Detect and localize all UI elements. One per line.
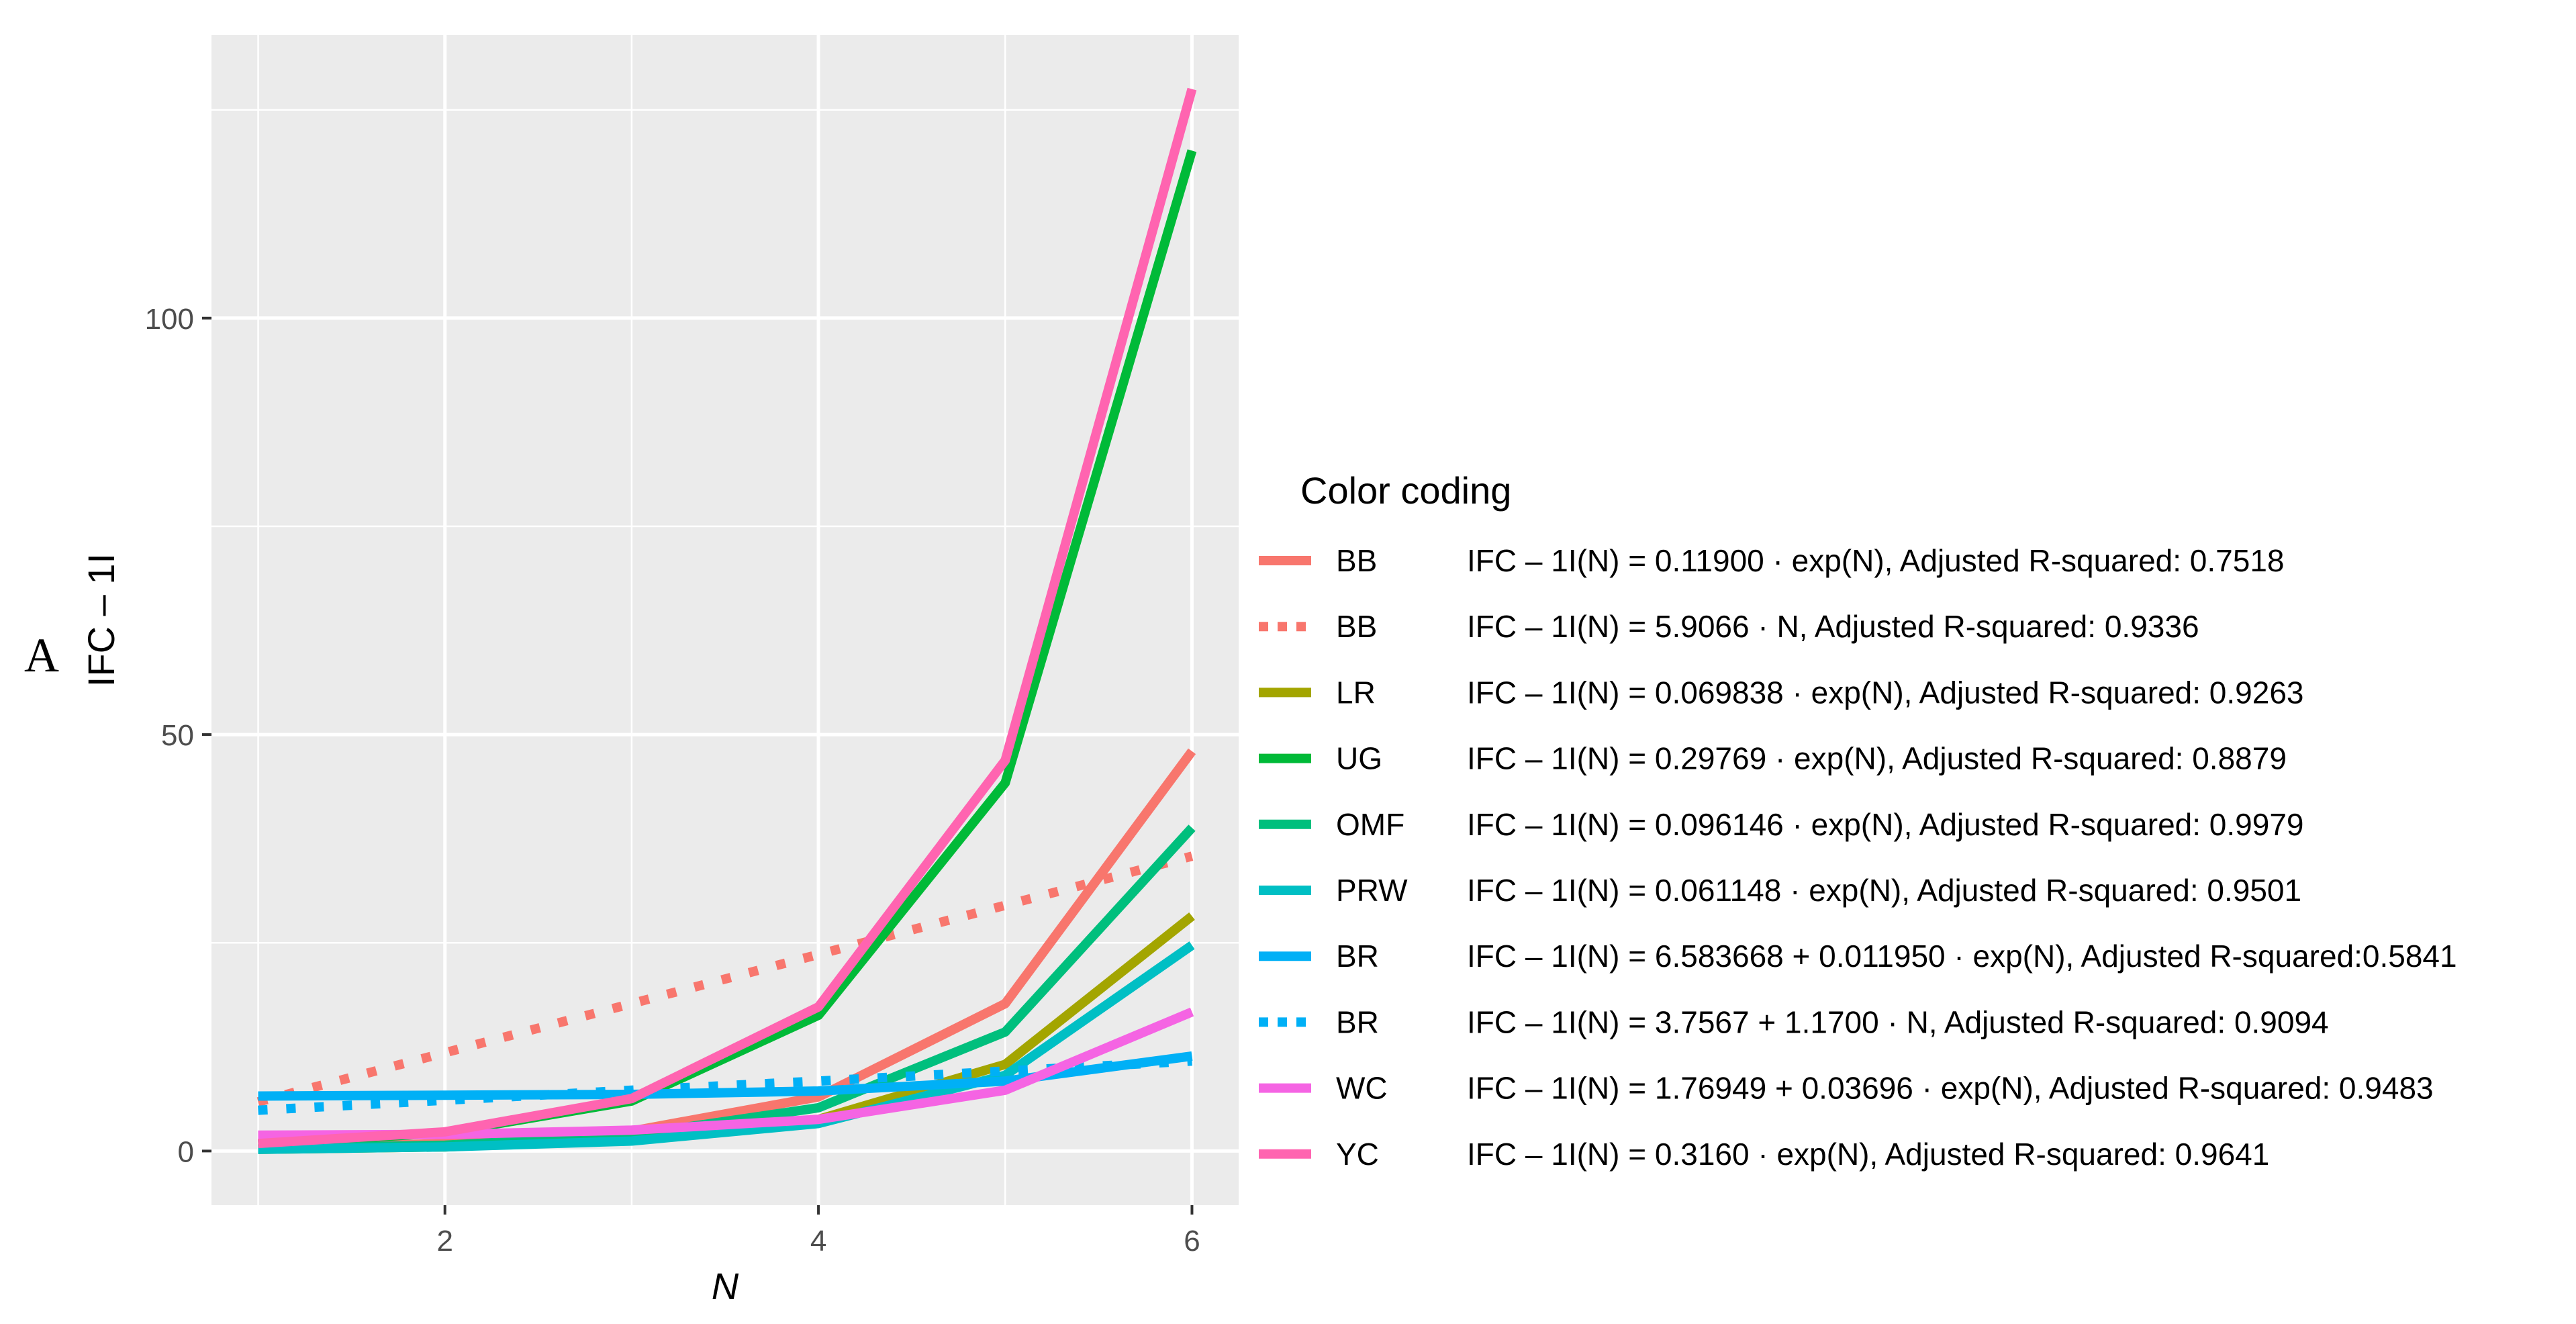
axes: 2 4 6 0 50 100 xyxy=(145,303,1200,1258)
grid-lines xyxy=(211,35,1239,1205)
y-tick-label: 50 xyxy=(161,719,194,752)
legend-equation: IFC – 1I(N) = 3.7567 + 1.1700 · N, Adjus… xyxy=(1467,1004,2329,1039)
legend-label: UG xyxy=(1336,741,1382,776)
legend-label: BR xyxy=(1336,1004,1379,1039)
legend-equation: IFC – 1I(N) = 0.29769 · exp(N), Adjusted… xyxy=(1467,741,2287,776)
y-tick-label: 100 xyxy=(145,303,194,336)
legend-equation: IFC – 1I(N) = 0.061148 · exp(N), Adjuste… xyxy=(1467,873,2301,908)
legend-equation: IFC – 1I(N) = 0.3160 · exp(N), Adjusted … xyxy=(1467,1137,2269,1172)
legend-label: BR xyxy=(1336,939,1379,974)
legend-equation: IFC – 1I(N) = 0.096146 · exp(N), Adjuste… xyxy=(1467,807,2304,842)
legend-label: WC xyxy=(1336,1071,1388,1106)
x-tick-label: 2 xyxy=(436,1225,452,1258)
x-tick-label: 6 xyxy=(1184,1225,1200,1258)
y-axis-title: IFC – 1I xyxy=(80,553,122,687)
series-line-prw xyxy=(258,941,1195,1154)
legend: BB IFC – 1I(N) = 0.11900 · exp(N), Adjust… xyxy=(1259,543,2457,1172)
legend-equation: IFC – 1I(N) = 0.11900 · exp(N), Adjusted… xyxy=(1467,543,2285,578)
legend-label: OMF xyxy=(1336,807,1404,842)
x-axis-title: N xyxy=(712,1265,739,1307)
legend-equation: IFC – 1I(N) = 0.069838 · exp(N), Adjuste… xyxy=(1467,675,2304,710)
series-line-yc xyxy=(258,87,1197,1149)
legend-equation: IFC – 1I(N) = 1.76949 + 0.03696 · exp(N)… xyxy=(1467,1071,2434,1106)
legend-equation: IFC – 1I(N) = 6.583668 + 0.011950 · exp(… xyxy=(1467,939,2457,974)
x-tick-label: 4 xyxy=(810,1225,826,1258)
legend-label: BB xyxy=(1336,609,1377,644)
legend-title: Color coding xyxy=(1300,469,1511,512)
series-lines xyxy=(256,87,1197,1154)
panel-label: A xyxy=(24,628,59,682)
legend-label: PRW xyxy=(1336,873,1408,908)
y-tick-label: 0 xyxy=(178,1135,194,1168)
series-line-bb-linear xyxy=(256,851,1194,1106)
legend-label: BB xyxy=(1336,543,1377,578)
legend-equation: IFC – 1I(N) = 5.9066 · N, Adjusted R-squ… xyxy=(1467,609,2199,644)
legend-label: YC xyxy=(1336,1137,1379,1172)
plot-panel xyxy=(211,35,1239,1205)
legend-label: LR xyxy=(1336,675,1376,710)
